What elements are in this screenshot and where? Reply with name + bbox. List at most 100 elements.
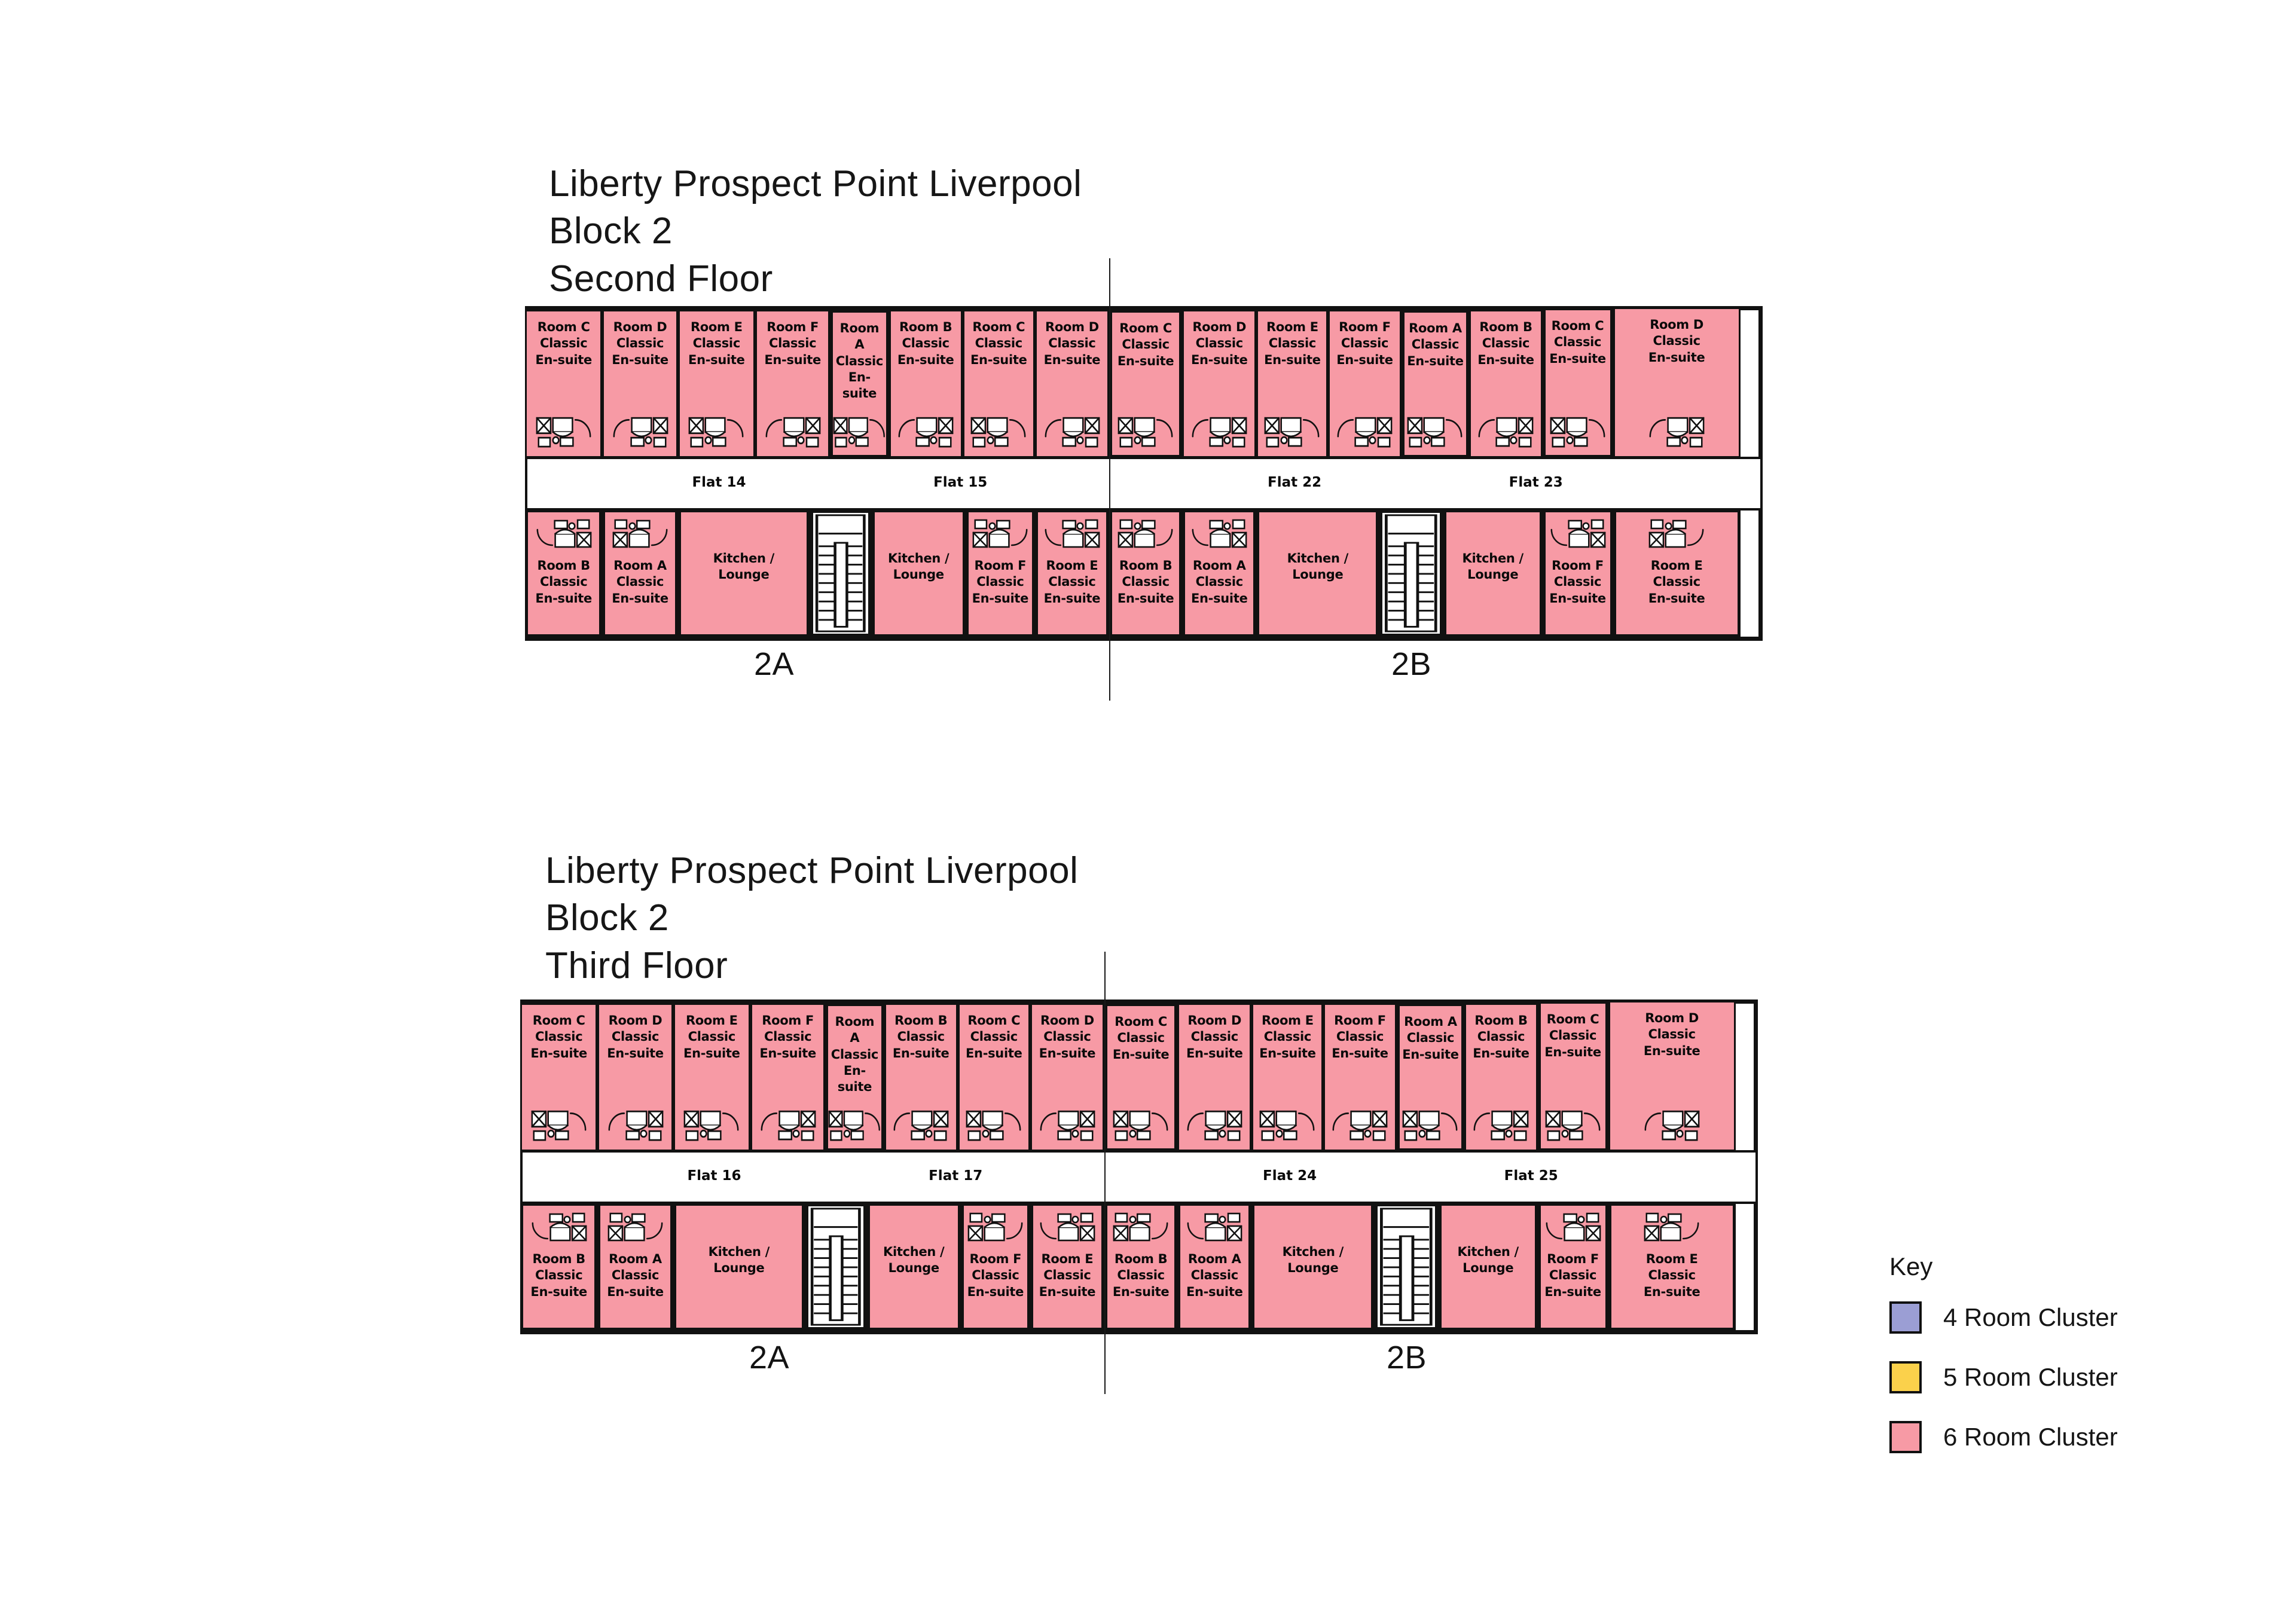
room-label: Room E Classic En-suite xyxy=(683,1013,740,1060)
room-cell-top-15[interactable]: Room C Classic En-suite xyxy=(1537,1001,1608,1151)
room-cell-top-7[interactable]: Room C Classic En-suite xyxy=(962,310,1035,458)
flat-label-1: Flat 16 xyxy=(687,1168,741,1184)
room-cell-top-9[interactable]: Room C Classic En-suite xyxy=(1104,1003,1178,1151)
room-cell-bottom-13[interactable]: Room F Classic En-suite xyxy=(1542,509,1613,637)
room-cell-bottom-6[interactable]: Room F Classic En-suite xyxy=(965,509,1035,637)
room-cell-top-7[interactable]: Room C Classic En-suite xyxy=(957,1003,1030,1151)
room-cell-bottom-14[interactable]: Room E Classic En-suite xyxy=(1608,1203,1736,1331)
wing-label-2B: 2B xyxy=(1387,1340,1427,1376)
room-cell-bottom-2[interactable]: Room A Classic En-suite xyxy=(602,509,678,637)
wing-label-2A: 2A xyxy=(749,1340,789,1376)
room-cell-bottom-8[interactable]: Room B Classic En-suite xyxy=(1104,1203,1178,1331)
room-cell-bottom-14[interactable]: Room E Classic En-suite xyxy=(1613,509,1741,637)
room-cell-top-4[interactable]: Room F Classic En-suite xyxy=(755,310,831,458)
room-cell-top-6[interactable]: Room B Classic En-suite xyxy=(884,1003,958,1151)
room-cell-bottom-9[interactable]: Room A Classic En-suite xyxy=(1182,509,1257,637)
room-cell-bottom-7[interactable]: Room E Classic En-suite xyxy=(1034,509,1110,637)
room-cell-top-3[interactable]: Room E Classic En-suite xyxy=(673,1003,751,1151)
room-cell-top-9[interactable]: Room C Classic En-suite xyxy=(1109,310,1183,458)
room-cell-bottom-9[interactable]: Room A Classic En-suite xyxy=(1177,1203,1252,1331)
second-floor-plan: Room C Classic En-suite Room D Classic En… xyxy=(525,258,1763,701)
room-label: Room A Classic En-suite xyxy=(831,1014,879,1095)
room-cell-top-11[interactable]: Room E Classic En-suite xyxy=(1251,1003,1324,1151)
room-cell-bottom-8[interactable]: Room B Classic En-suite xyxy=(1109,509,1183,637)
corridor-wall-bottom xyxy=(523,1202,1755,1204)
kitchen-lounge-cell-10[interactable]: Kitchen / Lounge xyxy=(1251,1203,1375,1331)
room-cell-top-12[interactable]: Room F Classic En-suite xyxy=(1323,1003,1397,1151)
room-label: Room B Classic En-suite xyxy=(530,1252,587,1299)
room-cell-top-5[interactable]: Room A Classic En-suite xyxy=(825,1003,884,1151)
room-label: Room C Classic En-suite xyxy=(966,1013,1022,1060)
room-label: Room D Classic En-suite xyxy=(1643,1011,1700,1058)
room-cell-top-10[interactable]: Room D Classic En-suite xyxy=(1182,310,1257,458)
key-label-5-room: 5 Room Cluster xyxy=(1943,1363,2118,1391)
flat-label-3: Flat 24 xyxy=(1263,1168,1317,1184)
room-cell-bottom-6[interactable]: Room F Classic En-suite xyxy=(960,1203,1030,1331)
room-cell-top-1[interactable]: Room C Classic En-suite xyxy=(525,310,603,458)
room-label: Room D Classic En-suite xyxy=(612,320,668,367)
kitchen-lounge-cell-5[interactable]: Kitchen / Lounge xyxy=(871,509,966,637)
flat-label-4: Flat 25 xyxy=(1504,1168,1558,1184)
room-cell-top-8[interactable]: Room D Classic En-suite xyxy=(1034,310,1110,458)
room-label: Room F Classic En-suite xyxy=(1549,558,1606,606)
room-cell-bottom-7[interactable]: Room E Classic En-suite xyxy=(1030,1203,1105,1331)
room-cell-top-5[interactable]: Room A Classic En-suite xyxy=(830,310,889,458)
room-cell-top-2[interactable]: Room D Classic En-suite xyxy=(597,1003,673,1151)
room-cell-top-8[interactable]: Room D Classic En-suite xyxy=(1030,1003,1105,1151)
key-swatch-6-room xyxy=(1889,1421,1922,1453)
kitchen-lounge-cell-5[interactable]: Kitchen / Lounge xyxy=(866,1203,961,1331)
room-cell-top-4[interactable]: Room F Classic En-suite xyxy=(750,1003,826,1151)
room-cell-top-16[interactable]: Room D Classic En-suite xyxy=(1608,1001,1736,1151)
room-label: Room C Classic En-suite xyxy=(1117,321,1174,368)
kitchen-lounge-label: Kitchen / Lounge xyxy=(1287,551,1349,582)
kitchen-lounge-cell-3[interactable]: Kitchen / Lounge xyxy=(677,509,810,637)
room-label: Room B Classic En-suite xyxy=(535,558,592,606)
corridor-wall-top xyxy=(527,457,1760,459)
kitchen-lounge-label: Kitchen / Lounge xyxy=(888,551,949,582)
room-cell-top-15[interactable]: Room C Classic En-suite xyxy=(1542,307,1613,458)
room-cell-top-13[interactable]: Room A Classic En-suite xyxy=(1401,310,1470,458)
room-cell-bottom-13[interactable]: Room F Classic En-suite xyxy=(1537,1203,1608,1331)
room-label: Room E Classic En-suite xyxy=(1043,558,1101,606)
key-item-5-room-cluster: 5 Room Cluster xyxy=(1889,1361,2118,1393)
room-cell-top-6[interactable]: Room B Classic En-suite xyxy=(889,310,963,458)
room-cell-bottom-1[interactable]: Room B Classic En-suite xyxy=(520,1203,598,1331)
third-floor-title: Liberty Prospect Point Liverpool Block 2… xyxy=(545,850,1079,986)
section-line xyxy=(1104,952,1106,1394)
room-label: Room D Classic En-suite xyxy=(607,1013,664,1060)
corridor-third-floor xyxy=(523,1151,1755,1203)
section-line xyxy=(1109,258,1111,701)
room-label: Room C Classic En-suite xyxy=(970,320,1027,367)
room-label: Room A Classic En-suite xyxy=(1186,1252,1243,1299)
stair-core-11 xyxy=(1374,1203,1439,1331)
room-cell-top-16[interactable]: Room D Classic En-suite xyxy=(1613,307,1741,458)
room-cell-top-10[interactable]: Room D Classic En-suite xyxy=(1177,1003,1252,1151)
kitchen-lounge-cell-12[interactable]: Kitchen / Lounge xyxy=(1443,509,1543,637)
room-cell-top-3[interactable]: Room E Classic En-suite xyxy=(677,310,756,458)
room-label: Room F Classic En-suite xyxy=(1332,1013,1388,1060)
room-cell-top-13[interactable]: Room A Classic En-suite xyxy=(1396,1003,1465,1151)
key-legend: Key 4 Room Cluster 5 Room Cluster 6 Room… xyxy=(1889,1252,2118,1481)
room-label: Room E Classic En-suite xyxy=(1264,320,1321,367)
kitchen-lounge-label: Kitchen / Lounge xyxy=(883,1244,945,1275)
room-cell-top-14[interactable]: Room B Classic En-suite xyxy=(1469,310,1543,458)
room-cell-bottom-2[interactable]: Room A Classic En-suite xyxy=(597,1203,673,1331)
kitchen-lounge-label: Kitchen / Lounge xyxy=(708,1244,770,1275)
room-label: Room B Classic En-suite xyxy=(1473,1013,1529,1060)
room-cell-top-11[interactable]: Room E Classic En-suite xyxy=(1256,310,1329,458)
room-label: Room A Classic En-suite xyxy=(612,558,668,606)
flat-label-1: Flat 14 xyxy=(692,475,746,490)
second-floor-title: Liberty Prospect Point Liverpool Block 2… xyxy=(549,163,1082,299)
room-label: Room B Classic En-suite xyxy=(1477,320,1534,367)
room-cell-bottom-1[interactable]: Room B Classic En-suite xyxy=(525,509,603,637)
room-cell-top-1[interactable]: Room C Classic En-suite xyxy=(520,1003,598,1151)
room-label: Room F Classic En-suite xyxy=(967,1252,1024,1299)
room-label: Room C Classic En-suite xyxy=(535,320,592,367)
room-cell-top-14[interactable]: Room B Classic En-suite xyxy=(1464,1003,1538,1151)
kitchen-lounge-cell-12[interactable]: Kitchen / Lounge xyxy=(1438,1203,1538,1331)
room-cell-top-12[interactable]: Room F Classic En-suite xyxy=(1328,310,1402,458)
kitchen-lounge-cell-3[interactable]: Kitchen / Lounge xyxy=(673,1203,805,1331)
room-cell-top-2[interactable]: Room D Classic En-suite xyxy=(602,310,678,458)
key-item-6-room-cluster: 6 Room Cluster xyxy=(1889,1421,2118,1453)
kitchen-lounge-cell-10[interactable]: Kitchen / Lounge xyxy=(1256,509,1379,637)
